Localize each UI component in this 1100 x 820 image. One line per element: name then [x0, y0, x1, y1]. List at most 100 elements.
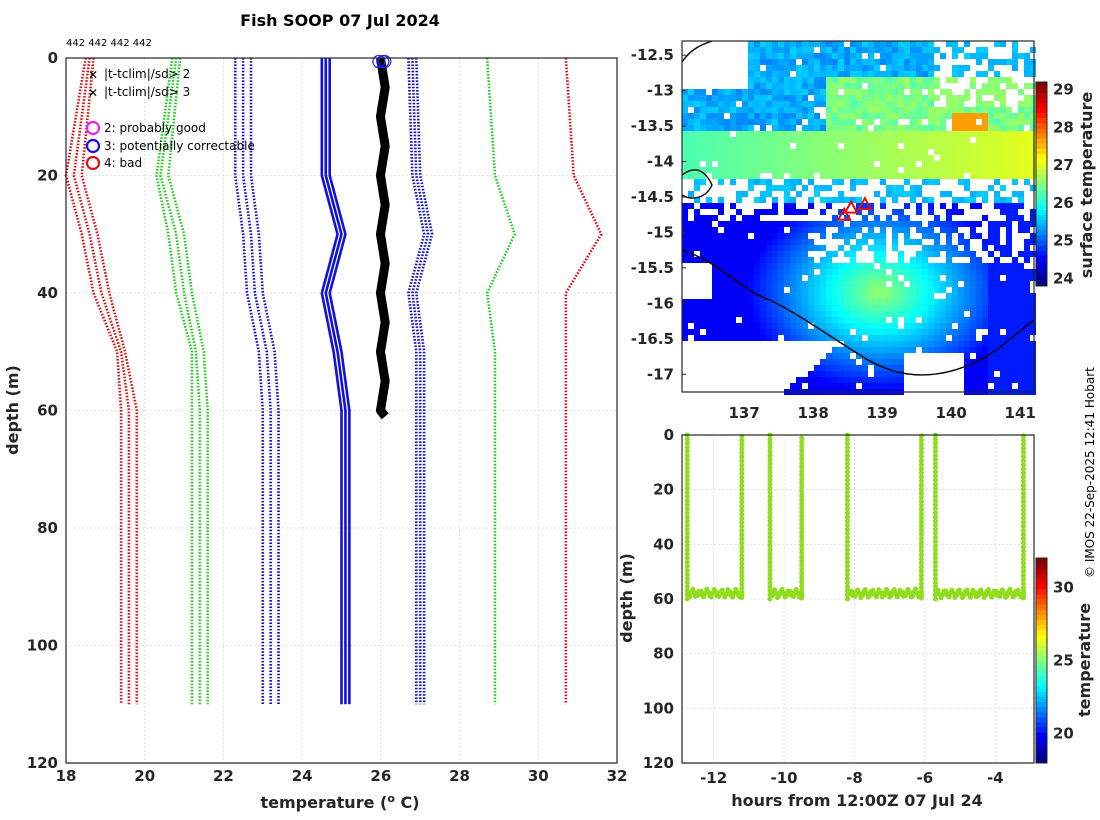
- sst-cell: [1030, 107, 1036, 113]
- sst-cell: [1018, 137, 1024, 143]
- sst-cell: [808, 71, 814, 77]
- x-tick-label: 18: [56, 767, 77, 785]
- sst-cell: [760, 155, 766, 161]
- sst-cell: [838, 95, 844, 101]
- sst-cell: [1024, 101, 1030, 107]
- sst-cell: [742, 191, 748, 197]
- sst-cell: [790, 173, 796, 179]
- map-colorbar-swatch: [1036, 107, 1047, 114]
- sst-cell: [898, 257, 904, 263]
- sst-cell: [982, 365, 988, 371]
- sst-cell: [808, 239, 814, 245]
- sst-cell: [940, 329, 946, 335]
- sst-cell: [1012, 335, 1018, 341]
- sst-cell: [826, 365, 832, 371]
- sst-cell: [718, 161, 724, 167]
- sst-cell: [748, 113, 754, 119]
- sst-cell: [1018, 107, 1024, 113]
- sst-cell: [934, 221, 940, 227]
- sst-cell: [736, 263, 742, 269]
- sst-cell: [832, 53, 838, 59]
- sst-cell: [940, 155, 946, 161]
- sst-cell: [1018, 203, 1024, 209]
- sst-cell: [784, 179, 790, 185]
- sst-cell: [1024, 227, 1030, 233]
- time-colorbar-swatch: [1036, 727, 1047, 733]
- sst-cell: [964, 239, 970, 245]
- vessel-track-marker: [843, 199, 859, 214]
- sst-cell: [916, 239, 922, 245]
- sst-cell: [748, 245, 754, 251]
- sst-cell: [886, 341, 892, 347]
- sst-cell: [868, 341, 874, 347]
- sst-cell: [706, 125, 712, 131]
- sst-cell: [772, 293, 778, 299]
- sst-cell: [976, 71, 982, 77]
- sst-cell: [868, 41, 874, 47]
- sst-cell: [934, 263, 940, 269]
- sst-cell: [994, 113, 1000, 119]
- sst-cell: [970, 269, 976, 275]
- sst-cell: [946, 269, 952, 275]
- sst-cell: [934, 323, 940, 329]
- map-y-tick-label: -16: [647, 294, 674, 312]
- sst-cell: [748, 143, 754, 149]
- sst-cell: [832, 311, 838, 317]
- sst-cell: [844, 239, 850, 245]
- sst-cell: [814, 167, 820, 173]
- sst-cell: [814, 275, 820, 281]
- sst-cell: [898, 215, 904, 221]
- sst-cell: [892, 77, 898, 83]
- sst-cell: [706, 233, 712, 239]
- sst-cell: [1012, 119, 1018, 125]
- sst-cell: [922, 125, 928, 131]
- sst-cell: [832, 197, 838, 203]
- sst-cell: [724, 293, 730, 299]
- sst-cell: [868, 101, 874, 107]
- sst-cell: [946, 161, 952, 167]
- sst-cell: [832, 293, 838, 299]
- sst-cell: [838, 161, 844, 167]
- sst-cell: [946, 281, 952, 287]
- sst-cell: [886, 149, 892, 155]
- sst-cell: [766, 245, 772, 251]
- sst-cell: [1012, 269, 1018, 275]
- sst-cell: [916, 77, 922, 83]
- sst-cell: [748, 155, 754, 161]
- sst-cell: [880, 293, 886, 299]
- sst-cell: [754, 53, 760, 59]
- sst-cell: [970, 191, 976, 197]
- sst-cell: [970, 227, 976, 233]
- sst-cell: [778, 299, 784, 305]
- sst-cell: [970, 281, 976, 287]
- sst-cell: [754, 47, 760, 53]
- sst-cell: [862, 41, 868, 47]
- sst-cell: [766, 53, 772, 59]
- sst-cell: [694, 137, 700, 143]
- sst-cell: [826, 47, 832, 53]
- sst-cell: [1018, 281, 1024, 287]
- sst-cell: [892, 167, 898, 173]
- sst-cell: [754, 179, 760, 185]
- sst-cell: [790, 161, 796, 167]
- sst-cell: [982, 281, 988, 287]
- sst-cell: [1024, 95, 1030, 101]
- sst-cell: [736, 167, 742, 173]
- time-colorbar-frame: [1035, 557, 1048, 764]
- sst-cell: [1024, 119, 1030, 125]
- sst-cell: [856, 209, 862, 215]
- sst-cell: [700, 155, 706, 161]
- sst-cell: [772, 137, 778, 143]
- sst-cell: [1024, 341, 1030, 347]
- map-colorbar-swatch: [1036, 280, 1047, 287]
- sst-cell: [688, 155, 694, 161]
- sst-cell: [694, 89, 700, 95]
- sst-cell: [904, 53, 910, 59]
- sst-cell: [1024, 311, 1030, 317]
- sst-cell: [862, 371, 868, 377]
- sst-cell: [1018, 221, 1024, 227]
- sst-cell: [970, 311, 976, 317]
- sst-cell: [862, 359, 868, 365]
- sst-cell: [706, 113, 712, 119]
- sst-cell: [862, 287, 868, 293]
